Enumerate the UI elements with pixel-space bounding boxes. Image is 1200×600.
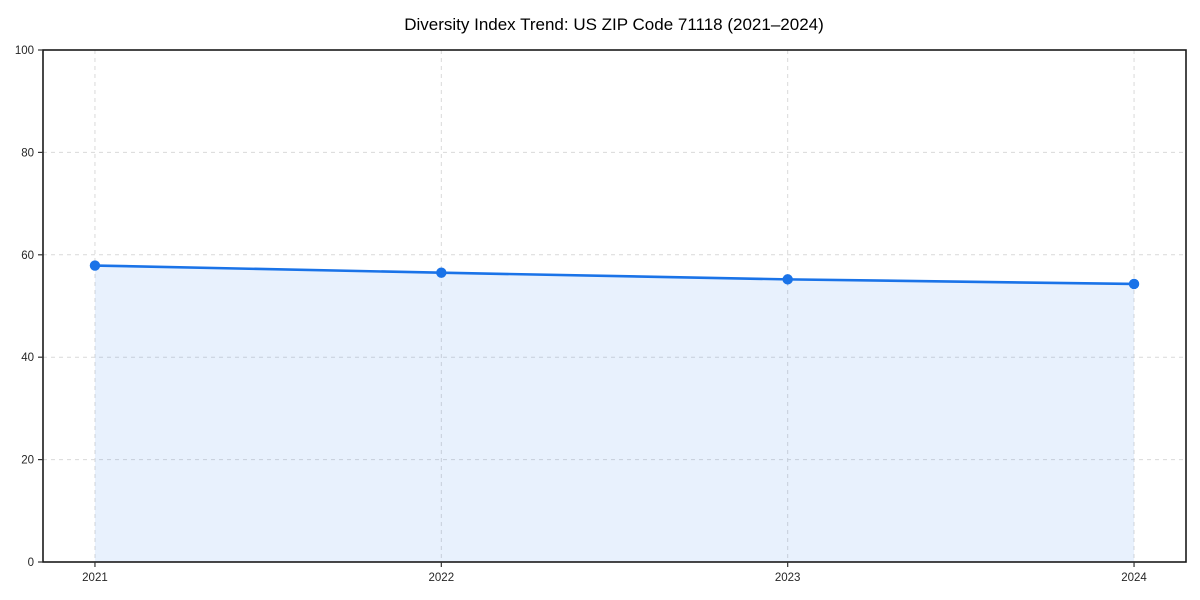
data-point — [782, 274, 793, 285]
data-layer — [89, 260, 1140, 562]
y-tick-label: 100 — [15, 45, 34, 57]
plot-border — [42, 49, 1187, 563]
data-point — [89, 260, 101, 271]
data-point — [1128, 278, 1140, 290]
chart-title: Diversity Index Trend: US ZIP Code 71118… — [404, 15, 824, 34]
y-tick-label: 20 — [21, 455, 34, 467]
area-fill — [94, 265, 1135, 562]
axis-layer: 2021 2022 2023 2024 0 20 40 60 80 100 — [15, 45, 1187, 584]
y-tick-label: 0 — [28, 557, 34, 569]
y-tick-label: 80 — [21, 147, 34, 159]
trend-line — [93, 264, 1136, 286]
x-tick-label: 2023 — [775, 572, 801, 584]
x-tick-label: 2021 — [82, 572, 108, 584]
y-tick-label: 60 — [21, 250, 34, 262]
x-tick-label: 2024 — [1121, 572, 1147, 584]
x-tick-label: 2022 — [429, 572, 455, 584]
y-tick-label: 40 — [21, 352, 34, 364]
data-point — [436, 267, 447, 278]
